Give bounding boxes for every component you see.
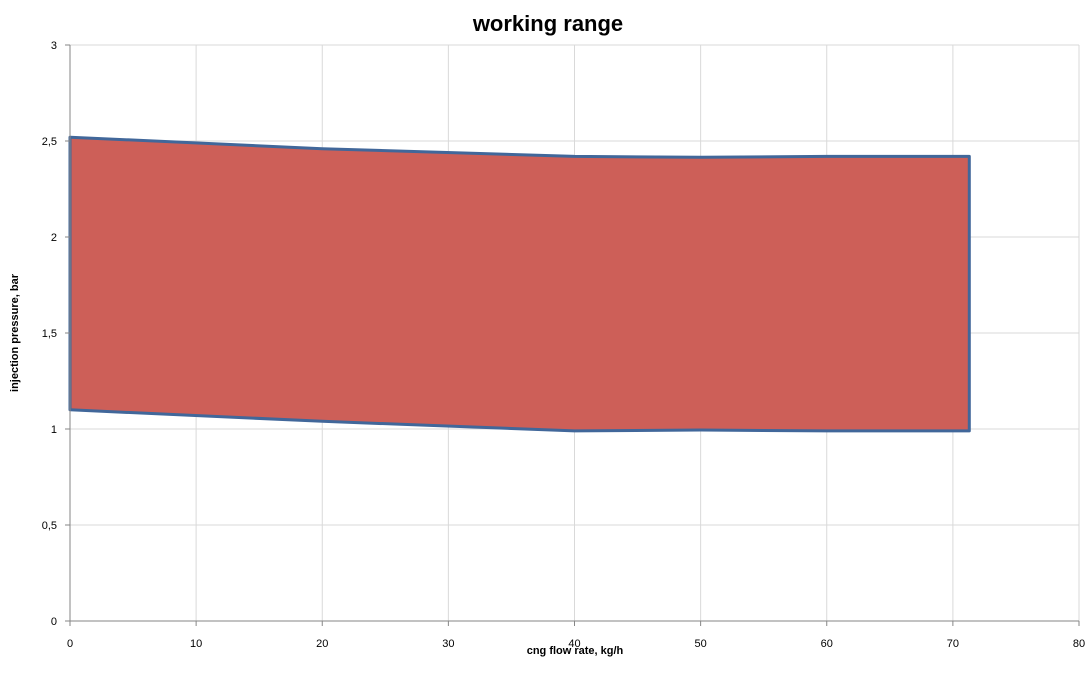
working-range-polygon: [68, 135, 971, 433]
y-axis-title: injection pressure, bar: [9, 273, 21, 392]
y-tick-label: 3: [51, 40, 57, 52]
x-axis-ticks: 0 10 20 30 40 50 60 70 80: [67, 621, 1085, 650]
x-tick-label: 60: [821, 638, 833, 650]
x-tick-label: 10: [190, 638, 202, 650]
x-axis-title: cng flow rate, kg/h: [527, 645, 624, 657]
y-tick-label: 0,5: [42, 520, 57, 532]
x-tick-label: 40: [568, 638, 580, 650]
y-tick-label: 0: [51, 616, 57, 628]
chart-title: working range: [472, 11, 623, 36]
working-range-area: [68, 135, 971, 433]
x-tick-label: 0: [67, 638, 73, 650]
x-tick-label: 30: [442, 638, 454, 650]
y-tick-label: 2: [51, 232, 57, 244]
x-tick-label: 50: [695, 638, 707, 650]
y-tick-label: 2,5: [42, 136, 57, 148]
y-axis-ticks: 0 0,5 1 1,5 2 2,5 3: [42, 40, 70, 628]
x-tick-label: 20: [316, 638, 328, 650]
y-tick-label: 1: [51, 424, 57, 436]
x-tick-label: 80: [1073, 638, 1085, 650]
y-tick-label: 1,5: [42, 328, 57, 340]
x-tick-label: 70: [947, 638, 959, 650]
